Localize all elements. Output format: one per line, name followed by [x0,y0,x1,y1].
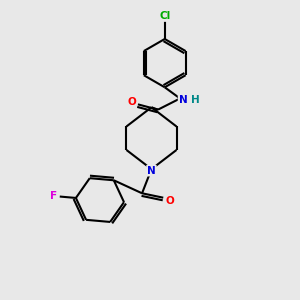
Text: H: H [191,95,200,105]
Text: O: O [166,196,174,206]
Text: N: N [178,95,188,105]
Text: O: O [127,97,136,107]
Text: F: F [50,191,58,201]
Text: N: N [147,166,156,176]
Text: Cl: Cl [159,11,170,21]
